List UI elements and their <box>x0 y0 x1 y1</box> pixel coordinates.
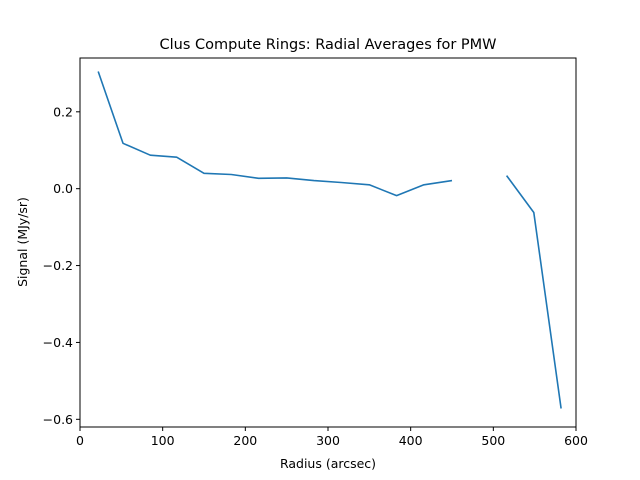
x-tick-label: 100 <box>151 433 175 448</box>
y-tick: −0.4 <box>43 335 80 350</box>
x-tick-label: 0 <box>76 433 84 448</box>
y-tick: −0.2 <box>43 258 80 273</box>
x-tick: 500 <box>481 427 505 448</box>
plot-area: 0 100 200 300 400 500 600 −0.6 −0.4 −0.2 0.0 0.2 <box>43 57 588 448</box>
y-tick-label: 0.0 <box>53 181 73 196</box>
x-tick: 0 <box>76 427 84 448</box>
x-axis-label: Radius (arcsec) <box>280 456 376 471</box>
y-tick-label: −0.4 <box>43 335 73 350</box>
y-tick-label: −0.2 <box>43 258 73 273</box>
x-tick-label: 500 <box>481 433 505 448</box>
y-tick-label: −0.6 <box>43 412 73 427</box>
series-line-segment-1 <box>97 71 453 197</box>
x-tick-label: 200 <box>233 433 257 448</box>
y-axis-label: Signal (MJy/sr) <box>15 197 30 287</box>
x-tick: 600 <box>564 427 588 448</box>
x-tick: 400 <box>399 427 423 448</box>
x-tick-label: 600 <box>564 433 588 448</box>
x-tick: 200 <box>233 427 257 448</box>
y-tick-label: 0.2 <box>53 104 73 119</box>
y-tick: 0.2 <box>53 104 80 119</box>
y-tick: −0.6 <box>43 412 80 427</box>
chart-title: Clus Compute Rings: Radial Averages for … <box>159 37 496 53</box>
x-tick: 300 <box>316 427 340 448</box>
x-tick: 100 <box>151 427 175 448</box>
x-tick-label: 300 <box>316 433 340 448</box>
series-line-segment-2 <box>505 175 562 409</box>
x-tick-label: 400 <box>399 433 423 448</box>
y-tick: 0.0 <box>53 181 80 196</box>
axes-frame <box>79 57 577 428</box>
